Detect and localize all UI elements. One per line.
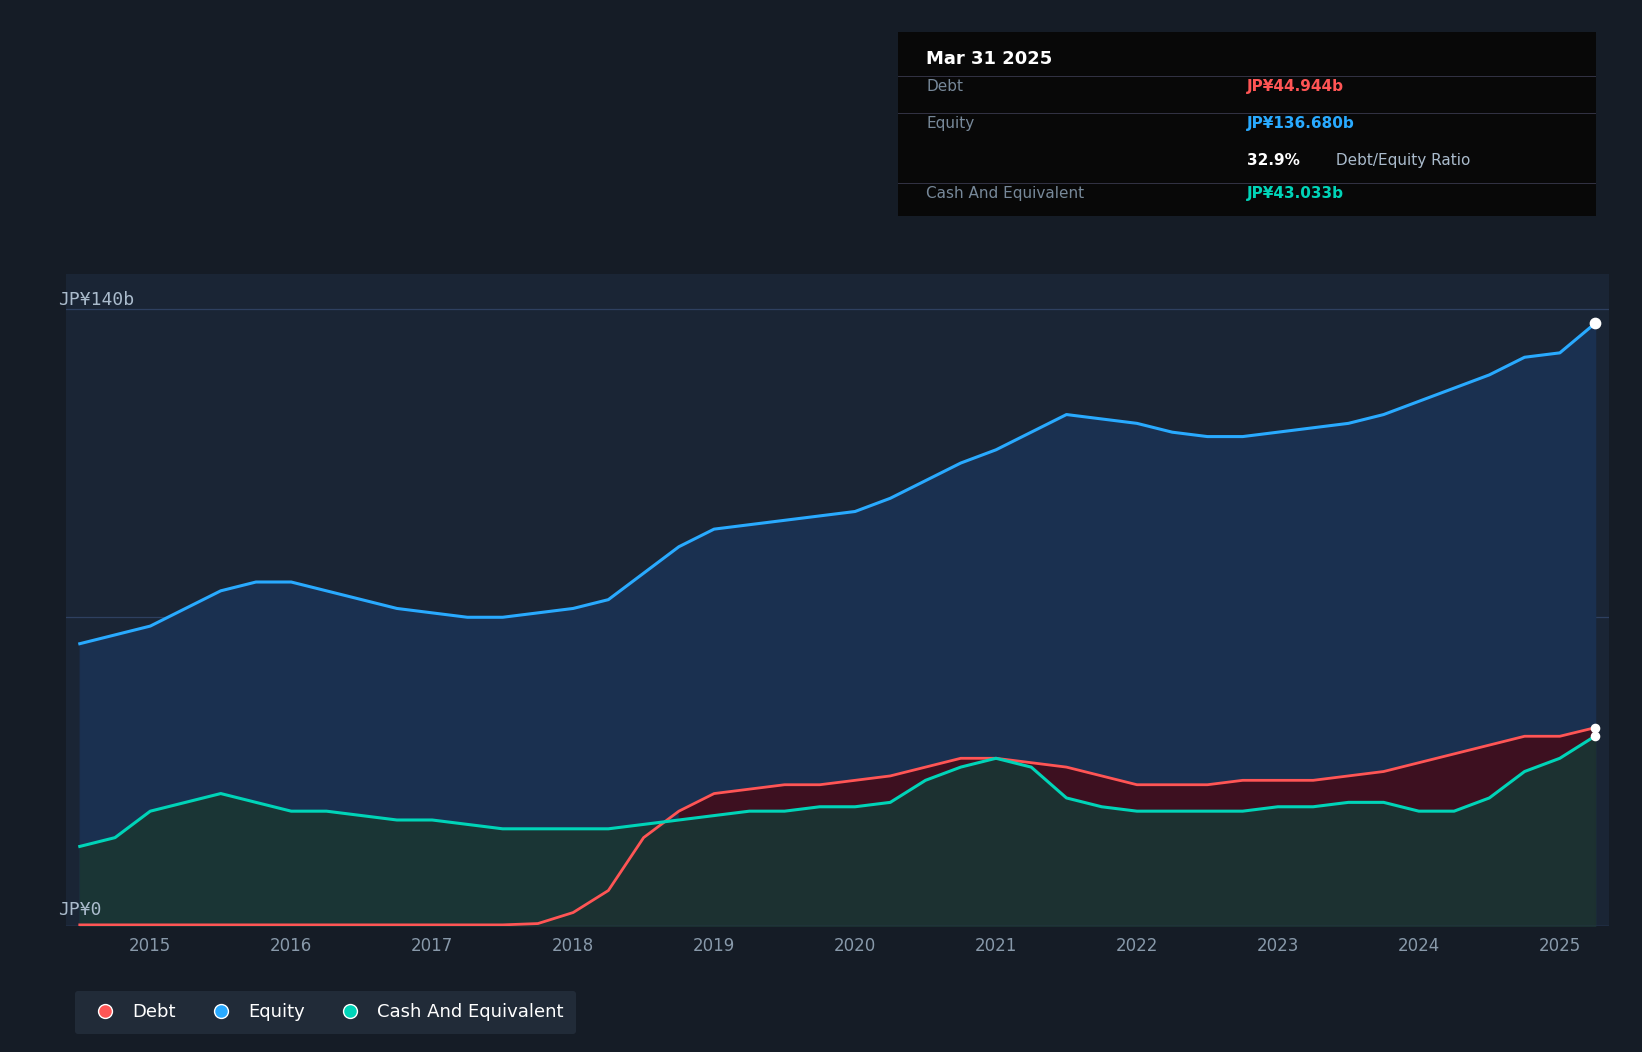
Text: Mar 31 2025: Mar 31 2025	[926, 49, 1053, 68]
Point	[1581, 720, 1608, 736]
Text: Debt/Equity Ratio: Debt/Equity Ratio	[1330, 154, 1470, 168]
Point	[1581, 728, 1608, 745]
Text: JP¥136.680b: JP¥136.680b	[1248, 116, 1355, 132]
Text: JP¥140b: JP¥140b	[57, 290, 135, 309]
Point	[1581, 315, 1608, 331]
Text: Equity: Equity	[926, 116, 974, 132]
Text: Cash And Equivalent: Cash And Equivalent	[926, 186, 1084, 201]
Text: 32.9%: 32.9%	[1248, 154, 1300, 168]
Legend: Debt, Equity, Cash And Equivalent: Debt, Equity, Cash And Equivalent	[74, 991, 576, 1034]
Text: JP¥43.033b: JP¥43.033b	[1248, 186, 1345, 201]
Text: JP¥0: JP¥0	[57, 902, 102, 919]
Text: JP¥44.944b: JP¥44.944b	[1248, 80, 1345, 95]
Text: Debt: Debt	[926, 80, 964, 95]
